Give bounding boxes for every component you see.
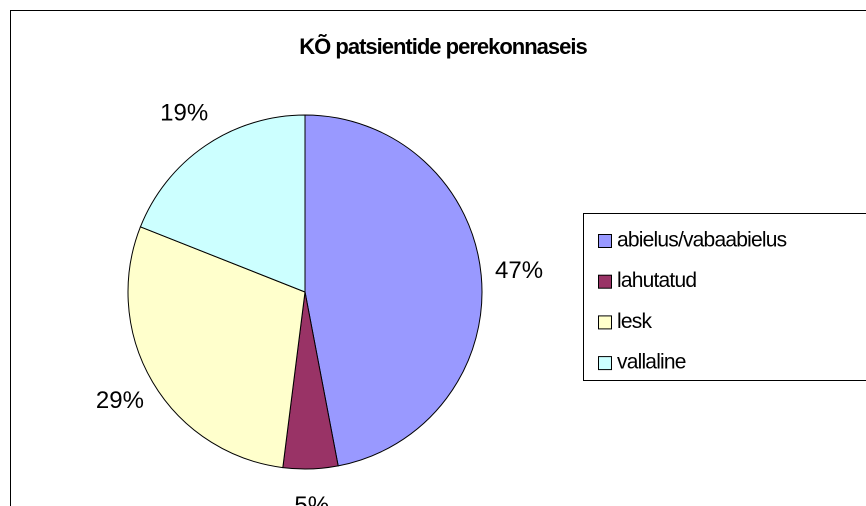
data-label: 19% <box>160 100 208 127</box>
legend-label: lesk <box>617 310 652 333</box>
legend-label: vallaline <box>617 351 686 374</box>
data-label: 47% <box>495 257 543 284</box>
legend-swatch <box>598 356 612 371</box>
legend-label: abielus/vabaabielus <box>617 229 787 252</box>
legend-box <box>583 213 866 381</box>
pie-slice <box>127 226 306 469</box>
data-label: 29% <box>96 387 144 414</box>
data-label: 5% <box>294 492 329 506</box>
pie-slice <box>304 114 483 467</box>
legend-label: lahutatud <box>617 269 696 292</box>
chart-title: KÕ patsientide perekonnaseis <box>299 34 587 59</box>
legend-swatch <box>598 315 612 330</box>
pie-slice <box>139 114 306 293</box>
legend-swatch <box>598 234 612 248</box>
legend-swatch <box>598 274 612 289</box>
